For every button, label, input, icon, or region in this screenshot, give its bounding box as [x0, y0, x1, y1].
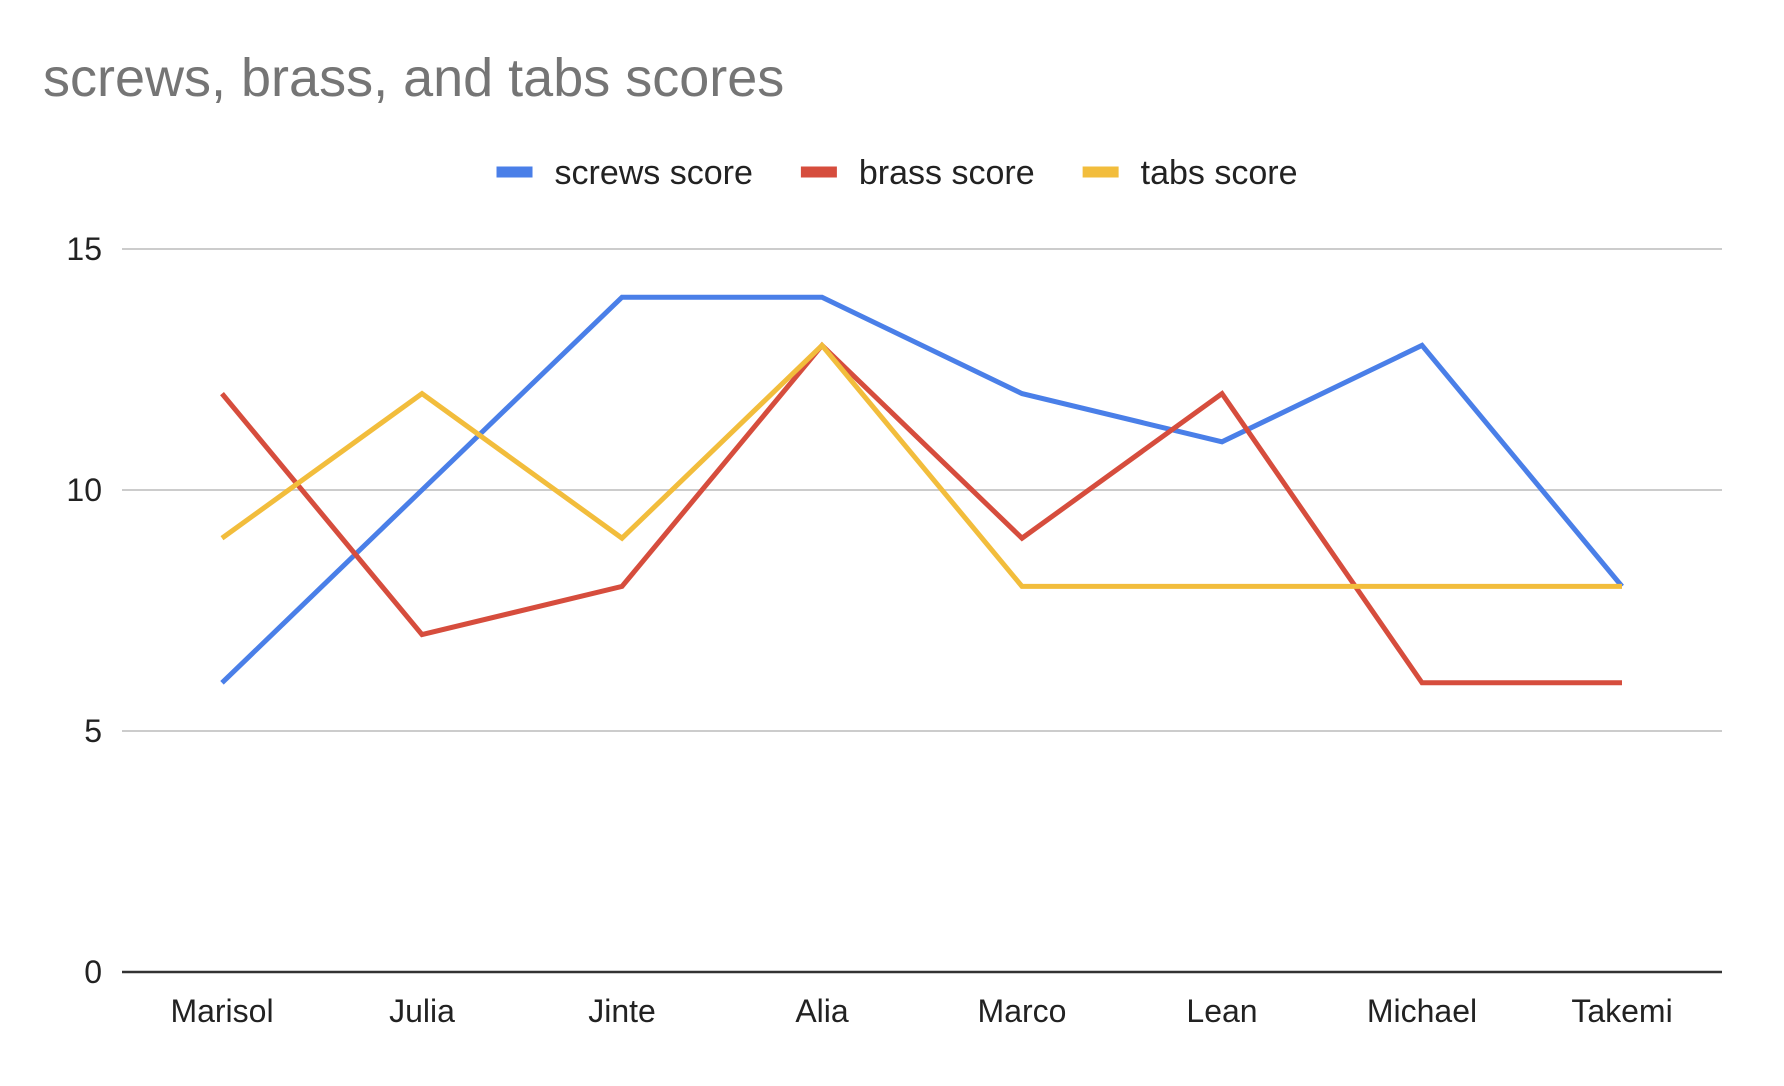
gridlines — [122, 248, 1722, 974]
legend-label: tabs score — [1141, 154, 1298, 192]
y-tick-label: 15 — [66, 231, 102, 267]
x-tick-label: Lean — [1186, 993, 1257, 1029]
legend-item[interactable]: tabs score — [1082, 154, 1298, 192]
y-tick-label: 0 — [84, 954, 102, 990]
legend-item[interactable]: brass score — [800, 154, 1035, 192]
chart-title: screws, brass, and tabs scores — [43, 48, 784, 108]
legend-swatch — [1082, 166, 1119, 178]
series-line-screws — [220, 294, 1624, 685]
legend-item[interactable]: screws score — [496, 154, 753, 192]
x-tick-label: Michael — [1367, 993, 1477, 1029]
legend-swatch — [496, 166, 533, 178]
legend-label: screws score — [555, 154, 753, 192]
y-tick-label: 5 — [84, 713, 102, 749]
legend-swatch — [800, 166, 837, 178]
y-axis-ticks: 0 5 10 15 — [66, 231, 102, 990]
x-tick-label: Marisol — [170, 993, 273, 1029]
series-line-tabs — [220, 341, 1622, 589]
x-tick-label: Jinte — [588, 993, 656, 1029]
x-tick-label: Alia — [795, 993, 849, 1029]
x-tick-label: Takemi — [1571, 993, 1672, 1029]
x-tick-label: Marco — [978, 993, 1067, 1029]
series-lines — [220, 294, 1624, 686]
x-tick-label: Julia — [389, 993, 455, 1029]
series-line-brass — [220, 341, 1622, 686]
legend-label: brass score — [859, 154, 1035, 192]
y-tick-label: 10 — [66, 472, 102, 508]
x-axis-ticks: Marisol Julia Jinte Alia Marco Lean Michael Tak… — [170, 993, 1672, 1029]
legend[interactable]: screws score brass score tabs score — [496, 154, 1298, 192]
